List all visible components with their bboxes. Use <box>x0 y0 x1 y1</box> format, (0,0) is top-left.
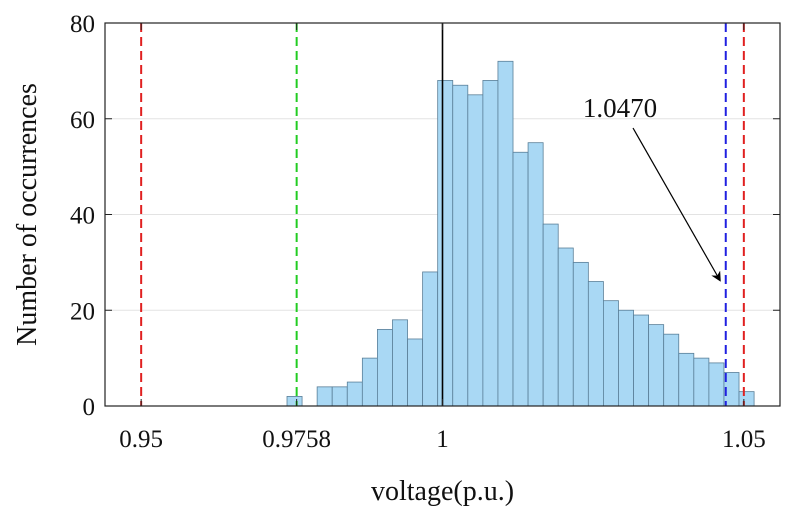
histogram-bar <box>603 300 619 407</box>
annotations: 1.0470 <box>583 93 721 282</box>
histogram-bar <box>407 338 424 407</box>
histogram-bar <box>708 362 725 407</box>
y-tick-label: 40 <box>70 203 95 230</box>
x-axis-label: voltage(p.u.) <box>371 476 514 507</box>
histogram-bar <box>618 309 634 407</box>
histogram-bar <box>587 281 604 407</box>
histogram-bar <box>527 142 544 407</box>
histogram-bar <box>648 324 665 407</box>
histogram-bar <box>663 333 680 407</box>
histogram-bar <box>738 391 755 407</box>
histogram-bar <box>633 314 650 407</box>
y-tick-label: 20 <box>70 298 95 325</box>
y-tick-label: 0 <box>83 394 96 421</box>
y-tick-label: 60 <box>70 107 95 134</box>
x-tick-label: 1.05 <box>722 426 766 453</box>
histogram-bars <box>286 60 755 407</box>
histogram-bar <box>467 94 484 407</box>
histogram-bar <box>437 80 454 407</box>
x-tick-label: 0.95 <box>119 426 163 453</box>
histogram-bar <box>557 247 574 407</box>
histogram-bar <box>452 84 469 407</box>
histogram-bar <box>316 386 333 407</box>
y-axis-label: Number of occurrences <box>12 83 43 346</box>
x-tick-label: 0.9758 <box>262 426 331 453</box>
x-tick-label: 1 <box>436 426 449 453</box>
axis-ticks: 0.95 0.9758 1 1.05 0 20 40 60 80 <box>70 11 780 453</box>
histogram-bar <box>422 271 439 407</box>
histogram-bar <box>497 60 514 407</box>
histogram-bar <box>331 386 348 407</box>
y-tick-label: 80 <box>70 11 95 38</box>
histogram-bar <box>392 319 408 407</box>
histogram-bar <box>377 328 393 407</box>
histogram-bar <box>361 357 378 407</box>
reference-lines <box>140 23 745 406</box>
histogram-bar <box>678 352 695 407</box>
annotation-label: 1.0470 <box>583 93 657 123</box>
histogram-bar <box>346 381 363 407</box>
histogram-bar <box>572 261 589 407</box>
histogram-bar <box>286 396 303 407</box>
histogram-bar <box>512 151 529 407</box>
histogram-bar <box>693 357 710 407</box>
histogram-bar <box>542 223 559 407</box>
histogram-bar <box>482 80 499 407</box>
annotation-arrow <box>632 127 721 282</box>
